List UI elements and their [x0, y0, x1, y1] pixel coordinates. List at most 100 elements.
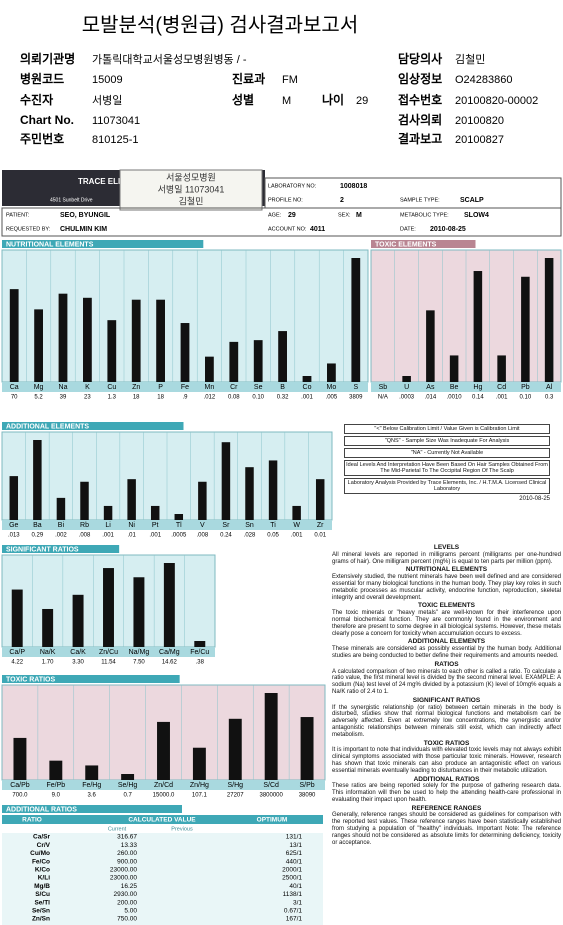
category-label: Na — [59, 384, 68, 391]
info-label: ACCOUNT NO: — [268, 226, 307, 232]
stamp-box — [119, 169, 263, 211]
bar — [253, 340, 263, 382]
bar — [192, 747, 206, 780]
value-label: 5.2 — [34, 395, 43, 401]
table-cell: Se/Sn — [32, 908, 50, 915]
field-value: 가톨릭대학교서울성모병원병동 / - — [92, 53, 247, 66]
bar — [264, 693, 278, 780]
section-title: ADDITIONAL ELEMENTS — [6, 423, 89, 430]
value-label: .001 — [149, 533, 161, 539]
label-strip — [2, 520, 332, 530]
value-label: 3809 — [349, 395, 363, 401]
category-label: Ge — [9, 522, 18, 529]
bar — [351, 258, 361, 382]
value-label: .0010 — [447, 395, 463, 401]
value-label: 3.6 — [88, 793, 97, 799]
explanation-text: A calculated comparison of two minerals … — [332, 668, 561, 695]
category-label: Ca/Pb — [10, 782, 30, 789]
category-label: Fe/Cu — [190, 649, 209, 656]
table-cell: 2500/1 — [282, 875, 302, 882]
table-subheader: Previous — [171, 826, 193, 832]
report-date: 2010-08-25 — [519, 496, 550, 502]
explanation-heading: TOXIC ELEMENTS — [418, 602, 475, 610]
bar — [205, 356, 214, 382]
category-label: S/Cd — [263, 782, 279, 789]
legend-ideal: Ideal Levels And Interpretation Have Bee… — [344, 460, 550, 476]
category-label: Pt — [152, 522, 159, 529]
table-cell: 1138/1 — [283, 891, 303, 898]
category-label: S/Pb — [299, 782, 314, 789]
category-label: S/Hg — [227, 782, 243, 789]
category-label: Cr — [230, 384, 238, 391]
value-label: .014 — [425, 395, 437, 401]
category-label: Zn/Cd — [154, 782, 173, 789]
info-value: 29 — [288, 212, 296, 219]
bar — [121, 774, 135, 780]
table-cell: K/Co — [35, 867, 50, 874]
category-label: U — [404, 384, 409, 391]
table-cell: 16.25 — [121, 883, 138, 890]
explanation-heading: TOXIC RATIOS — [423, 739, 470, 747]
category-label: Hg — [473, 384, 482, 391]
category-label: P — [158, 384, 163, 391]
table-cell: Cr/V — [37, 842, 51, 849]
category-label: B — [280, 384, 285, 391]
address: 4501 Sunbelt Drive — [50, 197, 93, 203]
value-label: 4.22 — [11, 660, 23, 666]
table-cell: S/Cu — [35, 891, 50, 898]
bar — [157, 721, 170, 780]
value-label: .38 — [196, 660, 205, 666]
table-header-bg — [2, 815, 323, 824]
category-label: Fe — [181, 384, 189, 391]
bar — [150, 505, 160, 520]
field-label: 결과보고 — [398, 131, 442, 146]
bar — [521, 276, 530, 382]
explanation-heading: REFERENCE RANGES — [411, 804, 482, 812]
table-cell: 260.00 — [117, 850, 137, 857]
info-value: 2010-08-25 — [430, 226, 466, 233]
value-label: 70 — [11, 395, 18, 401]
value-label: .0003 — [399, 395, 415, 401]
bar — [426, 310, 435, 382]
category-label: Ti — [270, 522, 276, 529]
explanation-heading: ADDITIONAL RATIOS — [413, 775, 480, 783]
field-value: 20100820 — [455, 115, 504, 127]
info-value: SLOW4 — [464, 212, 489, 219]
table-body-bg — [2, 833, 323, 925]
category-label: Bi — [58, 522, 65, 529]
explanation-text: These minerals are considered as possibl… — [332, 646, 561, 659]
bar — [9, 476, 19, 520]
value-label: 700.0 — [12, 793, 28, 799]
table-cell: 3/1 — [293, 899, 302, 906]
category-label: Sb — [379, 384, 388, 391]
field-value: 20100827 — [455, 134, 504, 146]
category-label: Cu — [107, 384, 116, 391]
legend-note: "QNS" - Sample Size Was Inadequate For A… — [344, 436, 550, 446]
value-label: 3800000 — [259, 793, 283, 799]
value-label: 0.05 — [267, 533, 279, 539]
category-label: Ca/K — [70, 649, 86, 656]
field-label: 검사의뢰 — [398, 112, 442, 127]
label-strip — [371, 382, 561, 392]
value-label: .001 — [291, 533, 303, 539]
category-label: W — [293, 522, 300, 529]
table-cell: 625/1 — [286, 850, 303, 857]
value-label: 18 — [133, 395, 140, 401]
field-label: 수진자 — [20, 92, 53, 107]
value-label: .01 — [127, 533, 136, 539]
section-title: SIGNIFICANT RATIOS — [6, 546, 79, 553]
bar — [127, 479, 136, 520]
explanation-text: It is important to note that individuals… — [332, 747, 561, 774]
value-label: N/A — [378, 395, 388, 401]
table-cell: K/Li — [38, 875, 50, 882]
explanation-text: Generally, reference ranges should be co… — [332, 812, 561, 846]
explanation-text: These ratios are being reported solely f… — [332, 783, 561, 803]
category-label: Fe/Hg — [82, 782, 101, 789]
field-label: 의뢰기관명 — [20, 51, 75, 66]
value-label: 39 — [60, 395, 67, 401]
table-cell: 13/1 — [289, 842, 302, 849]
category-label: Mo — [327, 384, 337, 391]
field-value: 서병일 — [92, 93, 122, 107]
table-header: CALCULATED VALUE — [128, 817, 196, 824]
